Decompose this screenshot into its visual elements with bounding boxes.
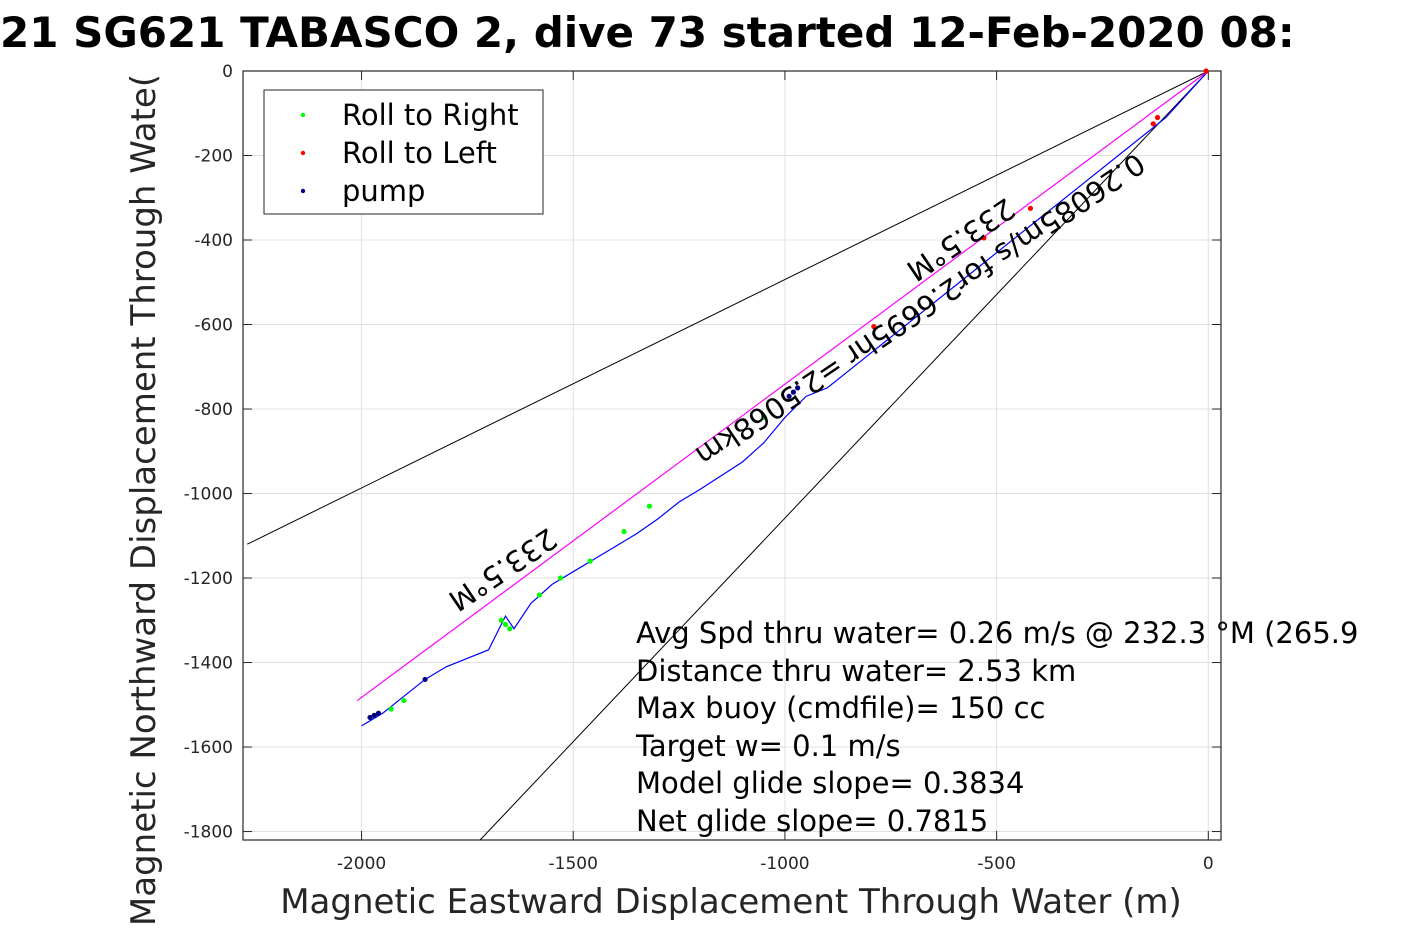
x-tick-label: 0 (1203, 854, 1214, 874)
y-axis-label: Magnetic Northward Displacement Through … (124, 74, 164, 926)
markers (367, 68, 1209, 721)
marker-roll-right (536, 592, 542, 598)
x-tick-label: -1000 (760, 854, 809, 874)
marker-pump (375, 710, 382, 716)
x-tick-label: -2000 (337, 854, 386, 874)
legend-marker-roll-left (300, 150, 306, 156)
heading-label-lower: 233.5°M (442, 521, 563, 618)
marker-pump (371, 712, 377, 718)
reference-lines (247, 71, 1209, 840)
reference-line (479, 71, 1209, 840)
y-tick-label: -800 (194, 400, 233, 420)
legend-box (263, 89, 544, 215)
y-axis-ticks: 0 -200 -400 -600 -800 -1000 -1200 -1400 -1600 -18… (184, 62, 1221, 843)
speed-label: 0.26085m/s for2.6695hr =2.5068km (689, 146, 1151, 473)
marker-roll-right (587, 558, 593, 564)
y-tick-label: -600 (194, 316, 233, 336)
marker-roll-right (557, 575, 564, 581)
marker-roll-right (401, 697, 407, 704)
series-line-track (361, 70, 1209, 727)
x-axis-ticks: -2000 -1500 -1000 -500 0 (337, 71, 1214, 874)
marker-roll-left (871, 324, 877, 330)
marker-pump (786, 393, 792, 399)
marker-roll-right (646, 503, 653, 509)
marker-pump (790, 389, 796, 395)
legend-marker-pump (300, 188, 306, 194)
marker-pump (795, 385, 801, 391)
marker-roll-right (498, 617, 504, 623)
y-tick-label: -1000 (184, 485, 233, 505)
legend-label-pump: pump (342, 174, 425, 208)
y-tick-label: -1200 (184, 569, 233, 589)
marker-pump (367, 714, 373, 721)
legend-marker-roll-right (300, 112, 306, 118)
chart-title: 21 SG621 TABASCO 2, dive 73 started 12-F… (0, 8, 1295, 57)
stat-avg-speed: Avg Spd thru water= 0.26 m/s @ 232.3 °M … (636, 616, 1358, 650)
stats-annotation: Avg Spd thru water= 0.26 m/s @ 232.3 °M … (635, 616, 1358, 838)
y-tick-label: -200 (194, 147, 233, 167)
plot-frame (242, 70, 1222, 841)
y-tick-label: -1800 (184, 823, 233, 843)
marker-pump (422, 676, 428, 683)
x-axis-label: Magnetic Eastward Displacement Through W… (280, 882, 1182, 922)
x-tick-label: -1500 (549, 854, 598, 874)
stat-net-glide: Net glide slope= 0.7815 (636, 804, 988, 838)
marker-roll-right (761, 414, 767, 421)
marker-roll-left (1154, 114, 1161, 121)
stat-target-w: Target w= 0.1 m/s (635, 729, 901, 763)
y-tick-label: 0 (222, 62, 233, 82)
x-tick-label: -500 (977, 854, 1016, 874)
marker-roll-left (1027, 205, 1034, 211)
marker-roll-right (507, 626, 513, 632)
stat-distance: Distance thru water= 2.53 km (636, 654, 1076, 688)
y-tick-label: -1400 (184, 654, 233, 674)
reference-line (247, 71, 1209, 545)
y-tick-label: -400 (194, 231, 233, 251)
marker-roll-right (388, 706, 394, 712)
stat-model-glide: Model glide slope= 0.3834 (636, 766, 1024, 800)
marker-roll-right (621, 528, 627, 535)
marker-roll-right (502, 621, 509, 628)
legend: Roll to Right Roll to Left pump (263, 89, 544, 215)
marker-roll-left (1150, 121, 1156, 127)
legend-label-roll-left: Roll to Left (342, 136, 497, 170)
series-lines (356, 70, 1209, 727)
marker-roll-left (981, 235, 987, 241)
series-line-heading (356, 70, 1209, 702)
legend-label-roll-right: Roll to Right (342, 98, 519, 132)
stat-max-buoy: Max buoy (cmdfile)= 150 cc (636, 691, 1045, 725)
marker-roll-left (1203, 68, 1209, 74)
y-tick-label: -1600 (184, 738, 233, 758)
